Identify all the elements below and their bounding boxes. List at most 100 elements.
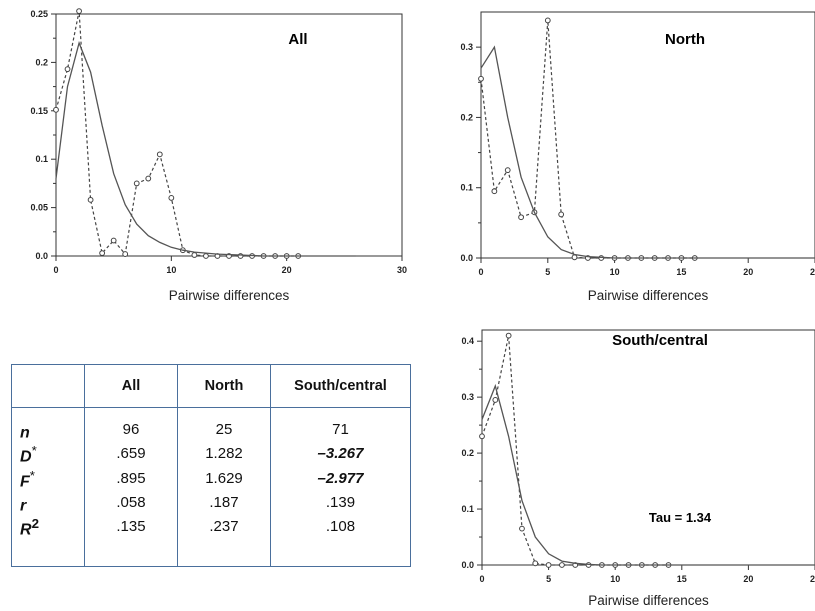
- stats-cell: .139: [270, 490, 411, 516]
- plot-frame: [55, 13, 403, 257]
- chart-north: 0.0 0.1 0.2 0.3 0 5 10 15 20 25 North Pairwise diff…: [460, 11, 815, 303]
- observed-point: [504, 167, 511, 174]
- y-tick-label: 0.3: [461, 392, 474, 402]
- observed-point: [110, 237, 117, 244]
- stats-row-r2: R2 .135 .237 .108: [11, 515, 411, 567]
- x-tick-label: 5: [545, 267, 550, 277]
- x-axis-label: Pairwise differences: [588, 288, 709, 303]
- observed-point: [156, 151, 163, 158]
- y-tick-label: 0.1: [35, 154, 48, 164]
- x-tick-label: 0: [478, 267, 483, 277]
- stats-row-label-text: D: [20, 448, 32, 466]
- observed-point: [145, 175, 152, 182]
- y-tick-label: 0.2: [460, 112, 473, 122]
- stats-row-label: R2: [11, 515, 85, 567]
- observed-point: [478, 75, 484, 82]
- stats-row-r: r .058 .187 .139: [11, 490, 411, 516]
- observed-point: [64, 66, 71, 73]
- stats-row-f: F* .895 1.629 –2.977: [11, 466, 411, 491]
- y-tick-label: 0.0: [461, 560, 474, 570]
- observed-point: [518, 214, 524, 221]
- observed-point: [558, 211, 565, 218]
- stats-cell: –2.977: [270, 466, 411, 491]
- observed-point: [544, 17, 551, 24]
- stats-row-label-text: n: [20, 424, 30, 442]
- x-tick-label: 20: [743, 574, 753, 584]
- observed-line: [55, 10, 299, 257]
- x-tick-label: 15: [676, 267, 686, 277]
- x-tick-label: 5: [546, 574, 551, 584]
- stats-cell: .659: [84, 442, 178, 467]
- expected-line: [55, 40, 356, 257]
- x-tick-label: 10: [610, 267, 620, 277]
- expected-line: [480, 45, 815, 259]
- stats-header-south-central: South/central: [270, 364, 411, 408]
- stats-row-label: n: [11, 407, 85, 443]
- stats-cell: .135: [84, 515, 178, 567]
- stats-cell: .058: [84, 490, 178, 516]
- stats-header-row: All North South/central: [11, 364, 411, 408]
- observed-point: [519, 525, 525, 532]
- y-tick-label: 0.1: [460, 183, 473, 193]
- observed-point: [479, 433, 485, 440]
- observed-point: [122, 251, 129, 257]
- tau-annotation: Tau = 1.34: [649, 510, 712, 525]
- y-tick-label: 0.2: [461, 448, 474, 458]
- observed-point: [133, 180, 140, 187]
- y-tick-label: 0.4: [461, 336, 474, 346]
- x-tick-label: 30: [397, 265, 407, 275]
- chart-title: South/central: [612, 332, 708, 349]
- y-tick-label: 0.05: [30, 203, 48, 213]
- stats-table: All North South/central n 96 25 71 D* .6…: [11, 364, 411, 567]
- stats-row-label: D*: [11, 442, 85, 467]
- observed-line: [481, 335, 669, 566]
- stats-cell: 1.282: [177, 442, 271, 467]
- observed-point: [532, 560, 539, 567]
- stats-row-label-sup: *: [31, 443, 37, 459]
- expected-line: [481, 383, 815, 566]
- stats-row-label-text: F: [20, 472, 30, 490]
- x-tick-label: 20: [743, 267, 753, 277]
- stats-row-label-text: r: [20, 497, 27, 515]
- observed-point: [99, 250, 106, 256]
- observed-point: [203, 253, 209, 259]
- chart-title: North: [665, 31, 705, 48]
- x-tick-label: 10: [610, 574, 620, 584]
- stats-row-label-sup: 2: [31, 516, 39, 532]
- x-axis-label: Pairwise differences: [169, 288, 290, 303]
- observed-point: [53, 106, 59, 113]
- y-tick-label: 0.3: [460, 42, 473, 52]
- y-tick-label: 0.1: [461, 504, 474, 514]
- stats-cell: .108: [270, 515, 411, 567]
- x-tick-label: 25: [810, 267, 815, 277]
- stats-cell: .237: [177, 515, 271, 567]
- stats-cell: –3.267: [270, 442, 411, 467]
- stats-row-label-sup: *: [29, 467, 35, 483]
- chart-all: 0.0 0.05 0.1 0.15 0.2 0.25 0 10 20 30 All Pairwise …: [30, 8, 407, 303]
- observed-point: [76, 8, 82, 14]
- observed-point: [168, 195, 175, 201]
- stats-row-n: n 96 25 71: [11, 407, 411, 443]
- x-tick-label: 0: [53, 265, 58, 275]
- observed-point: [491, 188, 498, 195]
- y-tick-label: 0.15: [30, 106, 48, 116]
- chart-title: All: [288, 31, 307, 48]
- x-tick-label: 20: [282, 265, 292, 275]
- chart-south-central: 0.0 0.1 0.2 0.3 0.4 0 5 10 15 20 25 South/central Pa…: [461, 329, 815, 608]
- stats-row-d: D* .659 1.282 –3.267: [11, 442, 411, 467]
- stats-header-north: North: [177, 364, 271, 408]
- stats-row-label-text: R: [20, 521, 32, 539]
- observed-point: [545, 562, 552, 568]
- stats-cell: 71: [270, 407, 411, 443]
- observed-point: [505, 332, 512, 339]
- stats-header-all: All: [84, 364, 178, 408]
- stats-cell: 25: [177, 407, 271, 443]
- y-tick-label: 0.0: [35, 251, 48, 261]
- observed-point: [191, 252, 198, 258]
- stats-row-label: r: [11, 490, 85, 516]
- y-tick-label: 0.25: [30, 9, 48, 19]
- stats-cell: 96: [84, 407, 178, 443]
- x-tick-label: 25: [810, 574, 815, 584]
- stats-row-label: F*: [11, 466, 85, 491]
- plot-frame: [481, 329, 815, 566]
